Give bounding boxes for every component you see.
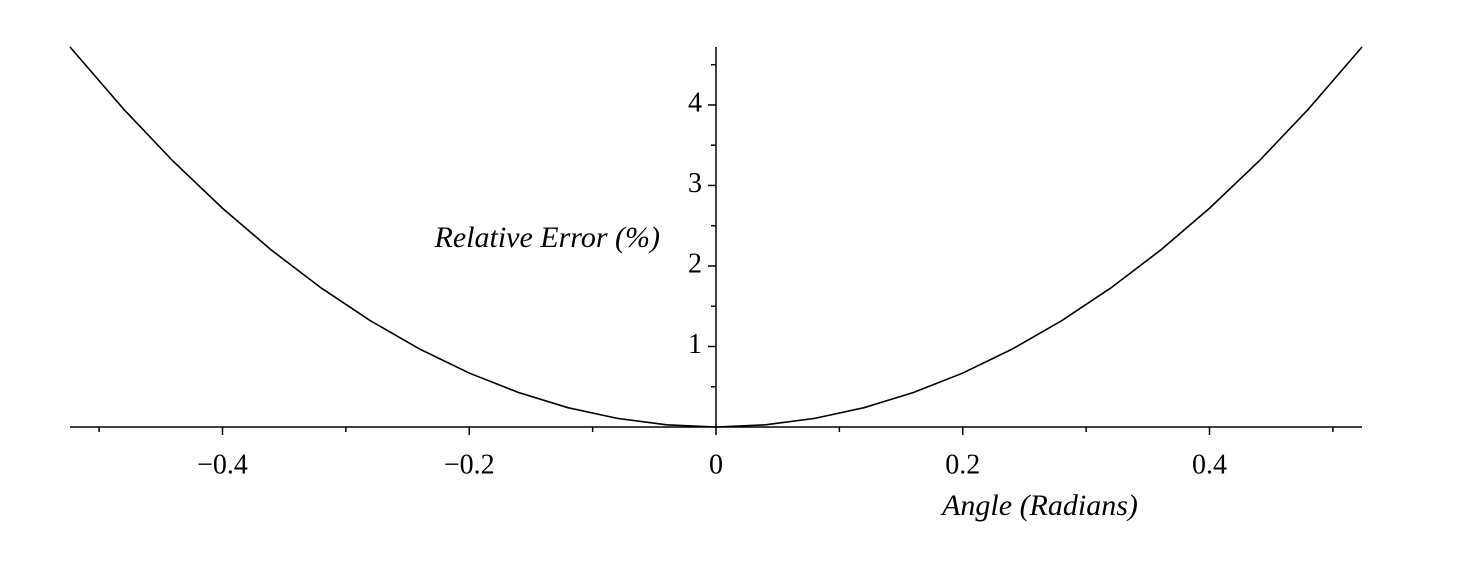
line (69, 46, 1363, 428)
x-tick-label: −0.2 (444, 449, 495, 480)
y-tick-label: 1 (688, 329, 702, 360)
y-tick-label: 3 (688, 168, 702, 199)
x-tick-label: 0.2 (945, 449, 980, 480)
x-tick-label: 0.4 (1192, 449, 1227, 480)
y-tick-label: 4 (688, 87, 702, 118)
x-tick-label: −0.4 (197, 449, 248, 480)
x-axis-label: Angle (Radians) (940, 489, 1138, 522)
y-axis-label: Relative Error (%) (434, 221, 660, 254)
x-tick-label: 0 (709, 449, 723, 480)
y-tick-label: 2 (688, 248, 702, 279)
